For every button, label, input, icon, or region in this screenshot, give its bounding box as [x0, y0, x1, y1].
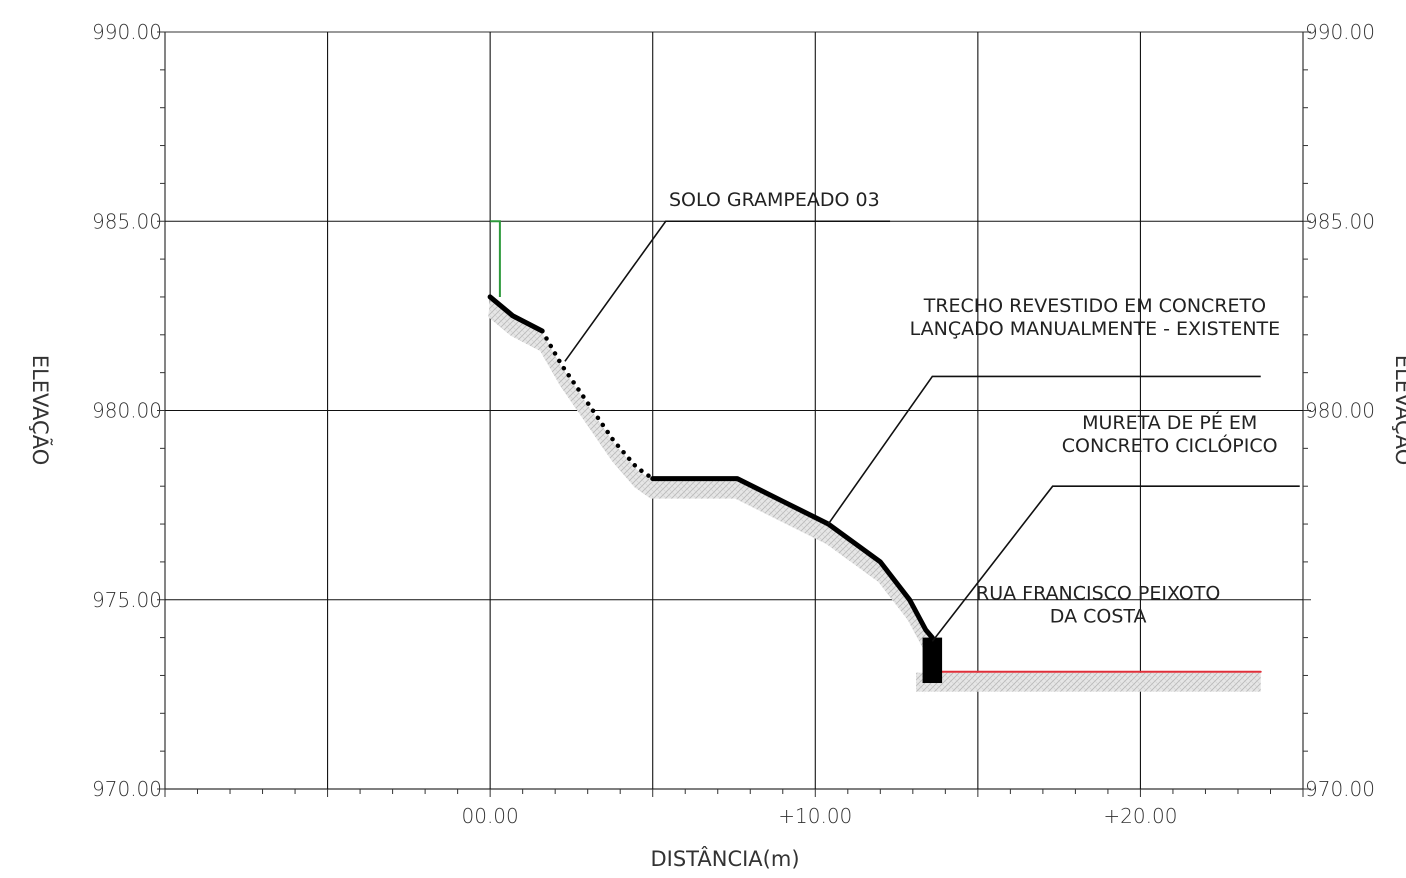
y-axis-title-right: ELEVAÇÃO [1391, 355, 1406, 465]
annotation-text: SOLO GRAMPEADO 03 [669, 189, 880, 211]
x-tick-label: 00.00 [462, 804, 519, 828]
y-tick-label-right: 970.00 [1305, 777, 1375, 801]
annotation-text: MURETA DE PÉ EM [1082, 411, 1257, 434]
annotation-text: LANÇADO MANUALMENTE - EXISTENTE [910, 318, 1281, 340]
annotations: SOLO GRAMPEADO 03 TRECHO REVESTIDO EM CON… [565, 189, 1300, 641]
y-tick-label-left: 985.00 [92, 209, 162, 233]
road-ground-hatch [916, 673, 1261, 692]
y-axis-title-left: ELEVAÇÃO [28, 355, 54, 465]
series-line-soil-nail-slope [542, 331, 653, 479]
x-tick-label: +10.00 [778, 804, 852, 828]
annotation-text: TRECHO REVESTIDO EM CONCRETO [923, 295, 1266, 317]
annotation-text: CONCRETO CICLÓPICO [1062, 433, 1278, 457]
y-tick-label-right: 990.00 [1305, 20, 1375, 44]
green-marker-line [490, 221, 500, 297]
y-tick-label-left: 980.00 [92, 399, 162, 423]
x-axis-title: DISTÂNCIA(m) [650, 846, 799, 871]
y-tick-label-left: 990.00 [92, 20, 162, 44]
y-tick-label-left: 975.00 [92, 588, 162, 612]
annotation-text: RUA FRANCISCO PEIXOTO [976, 582, 1220, 604]
y-tick-label-right: 980.00 [1305, 399, 1375, 423]
ground-hatch [488, 299, 1261, 696]
x-tick-label: +20.00 [1103, 804, 1177, 828]
annotation-text: DA COSTA [1050, 605, 1147, 627]
y-tick-label-left: 970.00 [92, 777, 162, 801]
annotation-leader [565, 221, 890, 361]
series-line-concrete-lined [653, 479, 933, 638]
retaining-wall-block [923, 638, 943, 683]
y-tick-label-right: 985.00 [1305, 209, 1375, 233]
slope-ground-hatch [488, 299, 932, 696]
